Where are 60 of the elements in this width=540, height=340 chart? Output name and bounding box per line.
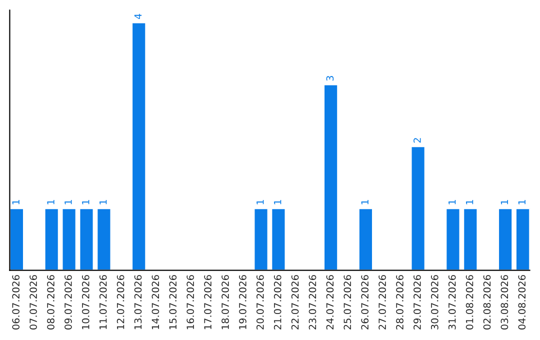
x-tick-label: 28.07.2026: [396, 275, 404, 330]
bar: [410, 146, 426, 270]
bar: [10, 208, 24, 270]
bar: [131, 22, 147, 270]
bar: [462, 208, 478, 270]
x-tick-label: 12.07.2026: [116, 275, 124, 330]
x-tick-label: 17.07.2026: [204, 275, 212, 330]
bar: [44, 208, 60, 270]
bar: [515, 208, 530, 270]
x-tick-label: 08.07.2026: [47, 275, 54, 330]
data-label: 1: [82, 200, 90, 204]
x-tick-label: 27.07.2026: [378, 275, 386, 330]
bar: [61, 208, 77, 270]
x-tick-label: 26.07.2026: [361, 275, 369, 330]
data-label: 1: [448, 200, 456, 204]
bar: [445, 208, 461, 270]
data-label: 1: [274, 200, 282, 204]
x-tick-label: 01.08.2026: [466, 275, 474, 330]
x-tick-label: 21.07.2026: [274, 275, 282, 330]
x-tick-label: 24.07.2026: [326, 275, 334, 330]
x-tick-label: 11.07.2026: [99, 275, 107, 330]
bar: [270, 208, 286, 270]
x-tick-label: 15.07.2026: [169, 275, 177, 330]
data-label: 4: [134, 14, 142, 20]
bar: [358, 208, 374, 270]
data-label: 1: [100, 200, 107, 204]
data-label: 1: [518, 200, 526, 204]
data-label: 1: [500, 200, 508, 204]
x-tick-label: 29.07.2026: [414, 275, 421, 330]
data-label: 1: [466, 200, 474, 204]
data-label: 2: [414, 138, 421, 143]
data-label: 1: [12, 200, 20, 204]
x-tick-label: 19.07.2026: [239, 275, 246, 330]
bar: [78, 208, 94, 270]
x-tick-label: 14.07.2026: [152, 275, 160, 330]
bar: [498, 208, 513, 270]
bar: [323, 84, 338, 270]
x-tick-label: 02.08.2026: [483, 275, 491, 330]
x-tick-label: 07.07.2026: [30, 275, 37, 330]
bar: [96, 208, 112, 270]
x-tick-label: 23.07.2026: [308, 275, 316, 330]
x-tick-label: 20.07.2026: [256, 275, 264, 330]
data-label: 1: [64, 200, 72, 204]
bar: [253, 208, 269, 270]
data-label: 1: [256, 200, 264, 204]
data-label: 1: [361, 200, 368, 204]
data-label: 3: [326, 76, 334, 81]
x-tick-label: 22.07.2026: [291, 275, 299, 330]
x-tick-label: 13.07.2026: [134, 275, 142, 330]
x-tick-label: 09.07.2026: [64, 275, 72, 330]
x-tick-label: 25.07.2026: [344, 275, 352, 330]
x-tick-label: 04.08.2026: [518, 275, 526, 330]
x-tick-label: 16.07.2026: [186, 275, 194, 330]
x-tick-label: 30.07.2026: [430, 275, 438, 330]
x-tick-label: 03.08.2026: [500, 275, 508, 330]
x-tick-label: 18.07.2026: [222, 275, 229, 330]
x-tick-label: 10.07.2026: [82, 275, 90, 330]
x-tick-label: 06.07.2026: [12, 275, 20, 330]
data-label: 1: [47, 200, 54, 204]
x-tick-label: 31.07.2026: [448, 275, 456, 330]
